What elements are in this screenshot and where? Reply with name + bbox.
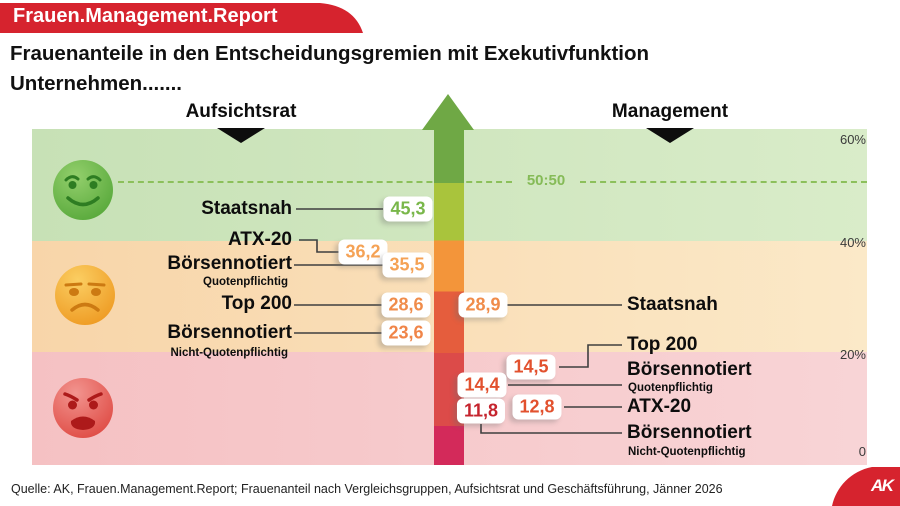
- category-label: Top 200: [221, 293, 292, 314]
- management-pointer-icon: [646, 128, 694, 143]
- category-label: Börsennotiert: [627, 359, 752, 380]
- axis-tick-40: 40%: [839, 235, 866, 250]
- category-sublabel: Nicht-Quotenpflichtig: [170, 347, 288, 359]
- ak-logo: AK: [832, 467, 900, 506]
- category-label: Staatsnah: [627, 294, 718, 315]
- happy-face-icon: [53, 160, 113, 220]
- trend-arrow-head: [422, 94, 474, 130]
- value-badge: 23,6: [381, 320, 431, 346]
- category-label: Staatsnah: [201, 198, 292, 219]
- value-badge: 45,3: [383, 196, 433, 222]
- page-title-line1: Frauenanteile in den Entscheidungsgremie…: [10, 42, 650, 65]
- page-title-line2: Unternehmen.......: [10, 72, 182, 95]
- value-badge: 12,8: [512, 394, 562, 420]
- unhappy-face-icon: [55, 265, 115, 325]
- value-badge: 36,2: [338, 239, 388, 265]
- category-label: ATX-20: [227, 229, 292, 250]
- value-badge: 28,6: [381, 292, 431, 318]
- value-badge: 14,4: [457, 372, 507, 398]
- aufsichtsrat-pointer-icon: [217, 128, 265, 143]
- page-title: Frauenanteile in den Entscheidungsgremie…: [10, 39, 649, 99]
- target-line-right: [580, 181, 867, 183]
- banner-ribbon: [0, 3, 363, 33]
- value-badge: 14,5: [506, 354, 556, 380]
- category-sublabel: Quotenpflichtig: [628, 382, 713, 394]
- category-sublabel: Nicht-Quotenpflichtig: [628, 446, 746, 458]
- category-label: Börsennotiert: [167, 322, 292, 343]
- column-header-management: Management: [611, 101, 729, 122]
- category-label: Börsennotiert: [167, 253, 292, 274]
- value-badge: 35,5: [382, 252, 432, 278]
- axis-tick-60: 60%: [839, 132, 866, 147]
- category-label: ATX-20: [627, 396, 692, 417]
- category-label: Börsennotiert: [627, 422, 752, 443]
- angry-face-icon: [53, 378, 113, 438]
- target-line-label: 50:50: [526, 172, 566, 189]
- banner-title: Frauen.Management.Report: [13, 5, 278, 27]
- target-line-left: [118, 181, 512, 183]
- column-header-aufsichtsrat: Aufsichtsrat: [185, 101, 297, 122]
- value-badge: 28,9: [458, 292, 508, 318]
- source-note: Quelle: AK, Frauen.Management.Report; Fr…: [11, 482, 723, 496]
- ak-logo-text: AK: [870, 476, 896, 495]
- axis-tick-20: 20%: [839, 347, 866, 362]
- category-label: Top 200: [627, 334, 698, 355]
- value-badge: 11,8: [456, 398, 506, 424]
- category-sublabel: Quotenpflichtig: [203, 276, 288, 288]
- axis-tick-0: 0: [858, 444, 866, 459]
